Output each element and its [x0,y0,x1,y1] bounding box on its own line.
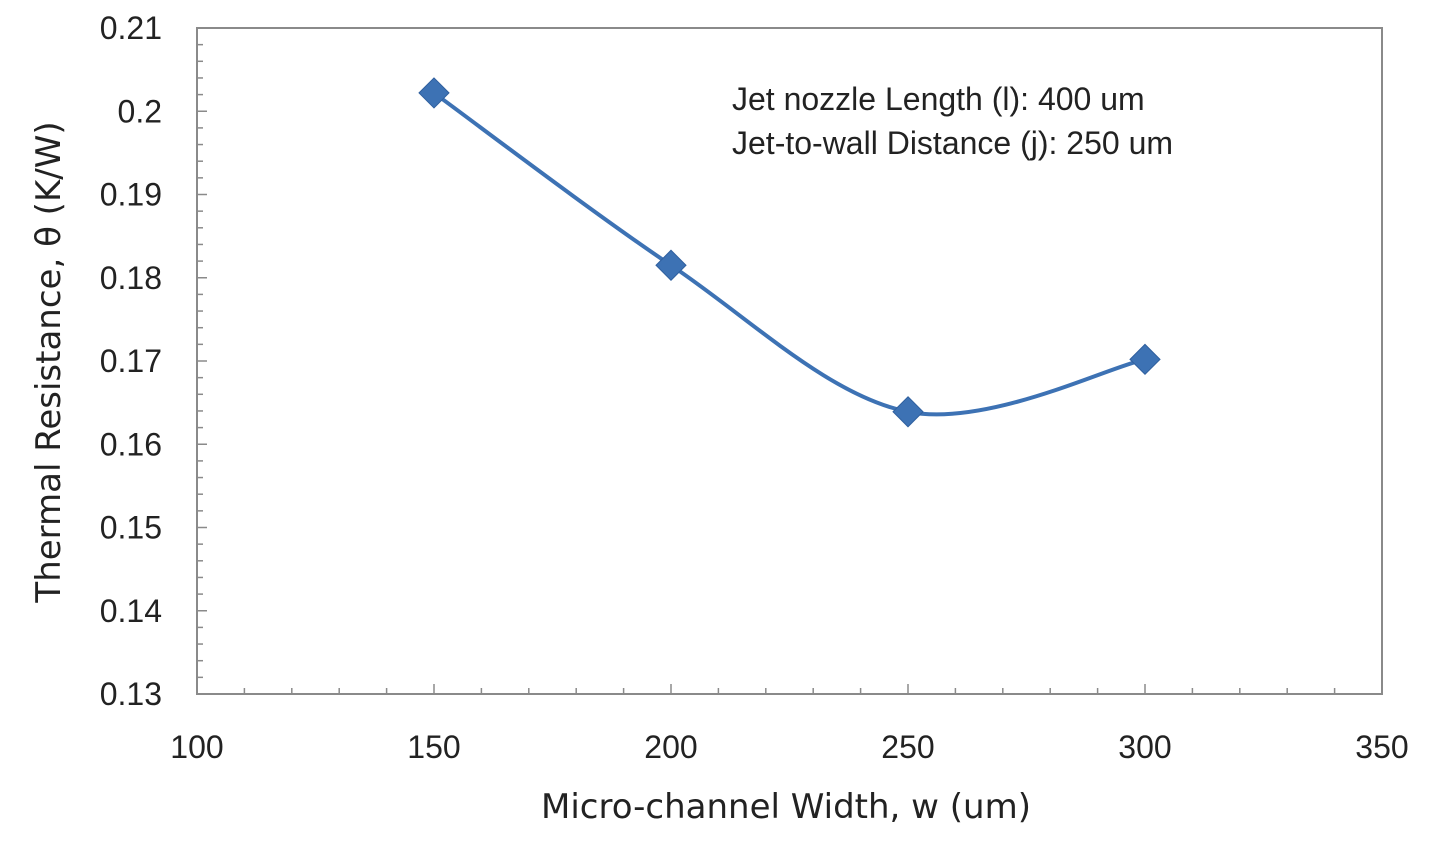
x-minor-ticks [243,684,1336,694]
x-tick-label: 150 [407,729,460,765]
data-point-marker [655,249,687,281]
series-markers [418,77,1161,428]
y-axis-tick-labels: 0.13 0.14 0.15 0.16 0.17 0.18 0.19 0.2 0.21 [100,10,162,712]
data-point-marker [418,77,450,109]
y-tick-label: 0.15 [100,510,162,546]
x-axis-title: Micro-channel Width, w (um) [541,787,1031,827]
y-tick-label: 0.14 [100,593,162,629]
y-tick-label: 0.17 [100,343,162,379]
y-tick-label: 0.19 [100,177,162,213]
series-line [432,91,1146,417]
x-tick-label: 100 [170,729,223,765]
y-tick-label: 0.13 [100,676,162,712]
x-tick-label: 350 [1355,729,1408,765]
x-axis-tick-labels: 100 150 200 250 300 350 [170,729,1408,765]
data-point-marker [892,396,924,428]
y-minor-ticks [197,43,207,679]
x-tick-label: 250 [881,729,934,765]
x-tick-label: 300 [1118,729,1171,765]
y-tick-label: 0.2 [118,93,162,129]
data-point-marker [1129,343,1161,376]
y-axis-title: Thermal Resistance, θ (K/W) [29,121,69,603]
annotation-jet-to-wall: Jet-to-wall Distance (j): 250 um [732,125,1173,161]
annotation-nozzle-length: Jet nozzle Length (l): 400 um [732,81,1145,117]
y-tick-label: 0.16 [100,426,162,462]
y-tick-label: 0.21 [100,10,162,46]
y-tick-label: 0.18 [100,260,162,296]
x-tick-label: 200 [644,729,697,765]
